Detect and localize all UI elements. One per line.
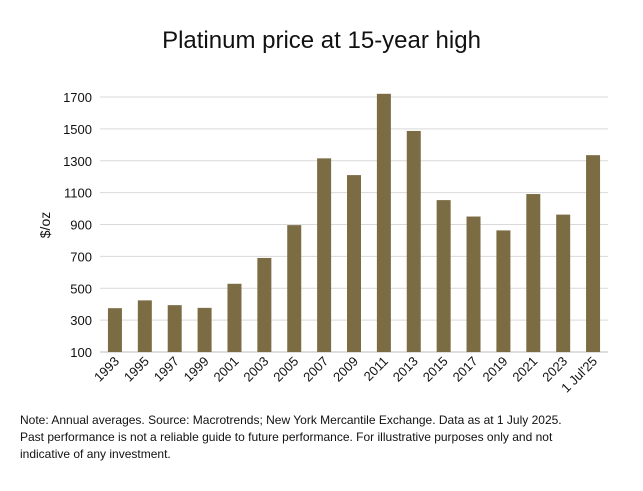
x-tick-label: 2005 (270, 354, 301, 385)
footnote: Note: Annual averages. Source: Macrotren… (20, 412, 630, 463)
x-tick-label: 2009 (330, 354, 361, 385)
bar-2009 (347, 175, 361, 352)
bar-1997 (167, 305, 182, 352)
bar-2019 (496, 230, 511, 352)
y-tick-label: 1500 (63, 122, 92, 137)
bar-2017 (466, 216, 481, 352)
bar-1999 (197, 307, 212, 352)
y-tick-label: 700 (70, 249, 92, 264)
bar-2023 (556, 214, 571, 352)
x-tick-label: 2003 (240, 354, 271, 385)
bar-chart: 100 300 500 700 900 1100 1300 1500 1700 19931995… (37, 90, 608, 396)
x-tick-label: 2011 (361, 354, 391, 384)
x-tick-label: 2021 (509, 354, 540, 385)
footnote-line-2: Past performance is not a reliable guide… (20, 430, 553, 444)
x-tick-label: 2007 (300, 354, 331, 385)
y-tick-label: 500 (70, 281, 92, 296)
bar-2001 (227, 283, 242, 352)
x-tick-label: 2001 (211, 354, 242, 385)
bar-2011 (376, 93, 391, 352)
bar-1jul25 (586, 155, 601, 352)
x-tick-label: 2015 (420, 354, 451, 385)
footnote-line-3: indicative of any investment. (20, 447, 171, 461)
bar-2005 (287, 225, 302, 352)
bar-1995 (137, 300, 152, 352)
bar-2007 (317, 158, 332, 352)
x-tick-label: 1997 (151, 354, 182, 385)
bar-1993 (107, 308, 122, 352)
bar-2021 (526, 194, 541, 352)
y-tick-labels: 100 300 500 700 900 1100 1300 1500 1700 (63, 90, 92, 360)
y-tick-label: 100 (70, 345, 92, 360)
bar-2003 (257, 257, 272, 352)
chart-title: Platinum price at 15-year high (162, 27, 481, 54)
x-tick-label: 1995 (121, 354, 152, 385)
footnote-line-1: Note: Annual averages. Source: Macrotren… (20, 413, 562, 427)
y-tick-label: 1700 (63, 90, 92, 105)
y-axis-title: $/oz (37, 212, 53, 238)
bars (107, 93, 601, 352)
y-tick-label: 1100 (64, 186, 92, 201)
y-tick-label: 1300 (63, 154, 92, 169)
x-tick-label: 2017 (450, 354, 481, 385)
y-tick-label: 900 (70, 218, 92, 233)
x-tick-label: 1993 (91, 354, 122, 385)
x-tick-label: 2013 (390, 354, 421, 385)
x-tick-label: 2019 (479, 354, 510, 385)
y-tick-label: 300 (70, 313, 92, 328)
bar-2015 (436, 200, 451, 352)
x-tick-label: 1999 (181, 354, 212, 385)
bar-2013 (406, 130, 421, 352)
